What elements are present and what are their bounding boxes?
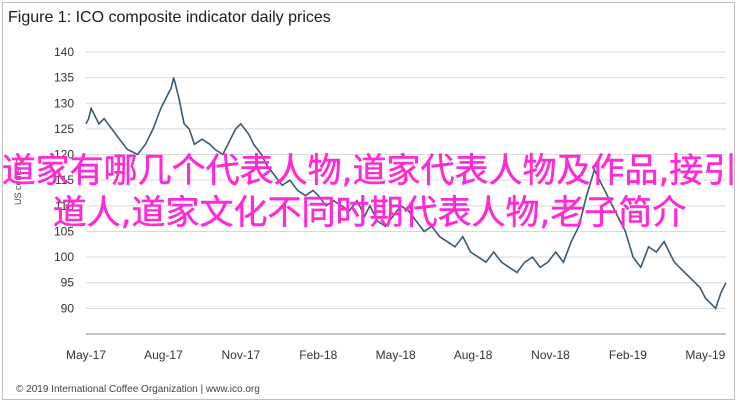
x-tick-label: Nov-17 bbox=[221, 348, 260, 362]
y-axis-label: US cents/lb bbox=[13, 159, 23, 205]
chart-title: Figure 1: ICO composite indicator daily … bbox=[8, 9, 331, 26]
gridlines bbox=[86, 51, 726, 309]
y-tick-label: 90 bbox=[61, 301, 75, 315]
x-tick-label: Nov-18 bbox=[531, 348, 570, 362]
y-tick-label: 115 bbox=[55, 173, 74, 187]
x-tick-label: May-18 bbox=[376, 348, 416, 362]
y-tick-label: 140 bbox=[54, 45, 74, 59]
copyright-footer: © 2019 International Coffee Organization… bbox=[16, 384, 260, 395]
y-tick-label: 105 bbox=[54, 224, 74, 238]
y-tick-labels: 90 95 100 105 110 115 120 125 130 135 140 bbox=[54, 45, 74, 315]
y-tick-label: 135 bbox=[54, 71, 74, 85]
x-tick-label: Feb-18 bbox=[299, 348, 337, 362]
x-tick-label: May-19 bbox=[685, 348, 725, 362]
x-tick-label: Aug-17 bbox=[144, 348, 183, 362]
x-tick-label: Feb-19 bbox=[609, 348, 647, 362]
series-line bbox=[85, 77, 727, 310]
x-tick-labels: May-17 Aug-17 Nov-17 Feb-18 May-18 Aug-18 Nov-… bbox=[66, 348, 726, 362]
x-tick-label: May-17 bbox=[66, 348, 106, 362]
y-tick-label: 110 bbox=[55, 199, 74, 213]
overlay-watermark-text: 道家有哪几个代表人物,道家代表人物及作品,接引道人,道家文化不同时期代表人物,老… bbox=[1, 151, 738, 234]
y-tick-label: 125 bbox=[54, 122, 74, 136]
y-tick-label: 130 bbox=[54, 96, 74, 110]
y-tick-label: 120 bbox=[54, 148, 74, 162]
y-tick-label: 95 bbox=[61, 276, 75, 290]
x-tick-label: Aug-18 bbox=[454, 348, 493, 362]
y-tick-label: 100 bbox=[54, 250, 74, 264]
